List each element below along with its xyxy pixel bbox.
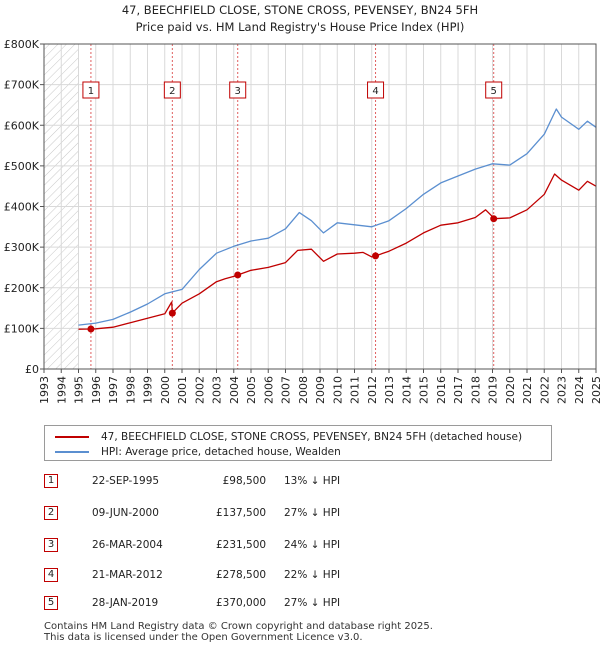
sale-badge: 1 <box>44 474 58 488</box>
sale-row-2: 2 09-JUN-2000 £137,500 27% ↓ HPI <box>44 506 444 522</box>
sale-price: £98,500 <box>222 475 266 487</box>
legend-label-hpi: HPI: Average price, detached house, Weal… <box>101 446 341 458</box>
sale-hpi-diff: 13% ↓ HPI <box>284 475 341 487</box>
chart-title: 47, BEECHFIELD CLOSE, STONE CROSS, PEVEN… <box>122 3 478 17</box>
sale-number-label: 3 <box>235 86 241 97</box>
sale-hpi-diff: 27% ↓ HPI <box>284 597 341 609</box>
x-tick-label: 1998 <box>124 376 137 404</box>
sale-number-box <box>163 81 181 99</box>
sale-hpi-diff: 27% ↓ HPI <box>284 507 341 519</box>
sale-hpi-diff: 24% ↓ HPI <box>284 539 341 551</box>
sale-badge: 5 <box>44 596 58 610</box>
x-tick-label: 2022 <box>538 376 551 404</box>
x-tick-label: 2025 <box>590 376 600 404</box>
sale-number-label: 2 <box>169 86 175 97</box>
sale-badge: 2 <box>44 506 58 520</box>
x-tick-label: 2003 <box>211 376 224 404</box>
sale-point <box>168 309 176 317</box>
x-tick-label: 2009 <box>314 376 327 404</box>
y-tick-label: £800K <box>4 38 40 51</box>
x-tick-label: 2006 <box>262 376 275 404</box>
sale-point <box>490 215 498 223</box>
sale-number-box <box>367 81 385 99</box>
sale-row-5: 5 28-JAN-2019 £370,000 27% ↓ HPI <box>44 596 444 612</box>
sale-date: 26-MAR-2004 <box>92 539 163 551</box>
x-tick-label: 2010 <box>331 376 344 404</box>
series-line-property <box>78 173 597 330</box>
legend-label-property: 47, BEECHFIELD CLOSE, STONE CROSS, PEVEN… <box>101 431 523 443</box>
sale-number-label: 5 <box>491 86 497 97</box>
x-tick-label: 2014 <box>400 376 413 404</box>
sale-number-box <box>82 81 100 99</box>
sale-number-box <box>229 81 247 99</box>
sale-date: 28-JAN-2019 <box>92 597 159 609</box>
sale-date: 09-JUN-2000 <box>92 507 159 519</box>
sale-number-label: 1 <box>88 86 94 97</box>
sale-row-4: 4 21-MAR-2012 £278,500 22% ↓ HPI <box>44 568 444 584</box>
x-tick-label: 2021 <box>521 376 534 404</box>
y-tick-label: £300K <box>4 241 40 254</box>
chart-subtitle: Price paid vs. HM Land Registry's House … <box>136 20 465 34</box>
y-tick-label: £500K <box>4 160 40 173</box>
sale-point <box>234 271 242 279</box>
legend-swatch-property <box>55 436 89 438</box>
sale-point <box>87 325 95 333</box>
sale-number-box <box>485 81 503 99</box>
x-tick-label: 2024 <box>573 376 586 404</box>
sale-point <box>372 252 380 260</box>
x-tick-label: 2017 <box>452 376 465 404</box>
sale-badge: 4 <box>44 568 58 582</box>
sale-badge: 3 <box>44 538 58 552</box>
x-tick-label: 1999 <box>142 376 155 404</box>
sale-price: £278,500 <box>216 569 267 581</box>
sale-date: 22-SEP-1995 <box>92 475 160 487</box>
x-tick-label: 2013 <box>383 376 396 404</box>
x-tick-label: 2004 <box>228 376 241 404</box>
y-tick-label: £100K <box>4 322 40 335</box>
sale-hpi-diff: 22% ↓ HPI <box>284 569 341 581</box>
y-tick-label: £400K <box>4 201 40 214</box>
y-tick-label: £200K <box>4 282 40 295</box>
x-tick-label: 2015 <box>418 376 431 404</box>
x-tick-label: 2023 <box>556 376 569 404</box>
x-tick-label: 2012 <box>366 376 379 404</box>
chart-legend: 47, BEECHFIELD CLOSE, STONE CROSS, PEVEN… <box>44 425 552 461</box>
x-tick-label: 1995 <box>73 376 86 404</box>
x-tick-label: 2020 <box>504 376 517 404</box>
footer-line-2: This data is licensed under the Open Gov… <box>44 632 363 643</box>
legend-swatch-hpi <box>55 451 89 453</box>
x-tick-label: 2018 <box>469 376 482 404</box>
sale-row-1: 1 22-SEP-1995 £98,500 13% ↓ HPI <box>44 474 444 490</box>
y-tick-label: £0 <box>25 363 39 376</box>
sale-price: £231,500 <box>216 539 267 551</box>
x-tick-label: 1996 <box>90 376 103 404</box>
x-tick-label: 1997 <box>107 376 120 404</box>
x-tick-label: 2005 <box>245 376 258 404</box>
footer-line-1: Contains HM Land Registry data © Crown c… <box>44 621 433 632</box>
sale-row-3: 3 26-MAR-2004 £231,500 24% ↓ HPI <box>44 538 444 554</box>
legend-item-property: 47, BEECHFIELD CLOSE, STONE CROSS, PEVEN… <box>55 430 522 444</box>
sale-number-label: 4 <box>372 86 378 97</box>
x-tick-label: 2001 <box>176 376 189 404</box>
sale-price: £137,500 <box>216 507 267 519</box>
series-line-hpi <box>78 108 597 326</box>
price-chart: 47, BEECHFIELD CLOSE, STONE CROSS, PEVEN… <box>4 3 600 404</box>
sale-price: £370,000 <box>216 597 267 609</box>
x-tick-label: 2019 <box>487 376 500 404</box>
x-tick-label: 2002 <box>193 376 206 404</box>
footer-attribution: Contains HM Land Registry data © Crown c… <box>44 621 433 643</box>
legend-item-hpi: HPI: Average price, detached house, Weal… <box>55 445 341 459</box>
sale-date: 21-MAR-2012 <box>92 569 163 581</box>
x-tick-label: 2011 <box>349 376 362 404</box>
x-tick-label: 2000 <box>159 376 172 404</box>
y-tick-label: £600K <box>4 119 40 132</box>
x-tick-label: 1993 <box>38 376 51 404</box>
x-tick-label: 2016 <box>435 376 448 404</box>
x-tick-label: 1994 <box>55 376 68 404</box>
x-tick-label: 2008 <box>297 376 310 404</box>
x-tick-label: 2007 <box>280 376 293 404</box>
y-tick-label: £700K <box>4 79 40 92</box>
